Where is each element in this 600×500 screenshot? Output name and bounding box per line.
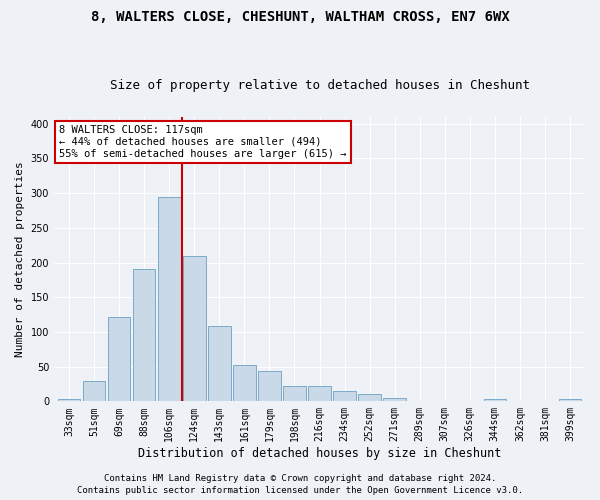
Bar bbox=[283, 386, 306, 402]
Bar bbox=[83, 380, 106, 402]
Bar bbox=[258, 371, 281, 402]
Bar bbox=[409, 400, 431, 402]
X-axis label: Distribution of detached houses by size in Cheshunt: Distribution of detached houses by size … bbox=[138, 447, 501, 460]
Bar bbox=[58, 398, 80, 402]
Bar bbox=[333, 391, 356, 402]
Bar bbox=[108, 316, 130, 402]
Text: Contains HM Land Registry data © Crown copyright and database right 2024.
Contai: Contains HM Land Registry data © Crown c… bbox=[77, 474, 523, 495]
Bar bbox=[158, 196, 181, 402]
Bar bbox=[433, 400, 456, 402]
Bar bbox=[183, 256, 206, 402]
Bar bbox=[559, 398, 581, 402]
Bar bbox=[133, 270, 155, 402]
Bar bbox=[208, 326, 230, 402]
Text: 8 WALTERS CLOSE: 117sqm
← 44% of detached houses are smaller (494)
55% of semi-d: 8 WALTERS CLOSE: 117sqm ← 44% of detache… bbox=[59, 126, 347, 158]
Bar bbox=[358, 394, 381, 402]
Text: 8, WALTERS CLOSE, CHESHUNT, WALTHAM CROSS, EN7 6WX: 8, WALTERS CLOSE, CHESHUNT, WALTHAM CROS… bbox=[91, 10, 509, 24]
Bar bbox=[484, 398, 506, 402]
Bar bbox=[509, 400, 531, 402]
Bar bbox=[383, 398, 406, 402]
Bar bbox=[233, 365, 256, 402]
Y-axis label: Number of detached properties: Number of detached properties bbox=[15, 161, 25, 357]
Bar bbox=[308, 386, 331, 402]
Title: Size of property relative to detached houses in Cheshunt: Size of property relative to detached ho… bbox=[110, 79, 530, 92]
